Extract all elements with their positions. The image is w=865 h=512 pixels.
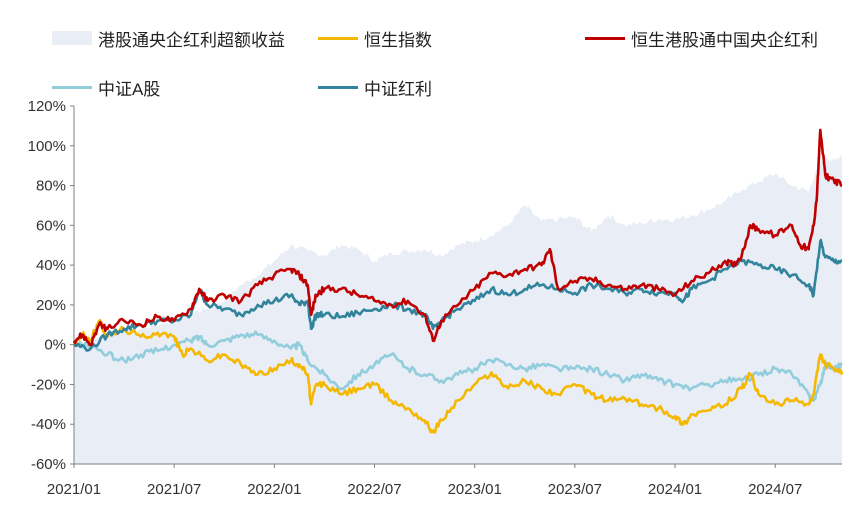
y-tick-label: 100% — [28, 138, 66, 155]
y-tick-label: 0% — [44, 337, 66, 354]
legend-swatch — [318, 36, 358, 40]
legend-swatch — [52, 85, 92, 89]
x-tick-label: 2021/01 — [47, 481, 101, 498]
axes — [70, 105, 842, 468]
legend-label: 港股通央企红利超额收益 — [98, 30, 285, 50]
y-tick-label: 20% — [36, 297, 66, 314]
legend-label: 中证红利 — [364, 79, 432, 99]
x-tick-label: 2022/01 — [247, 481, 301, 498]
x-tick-label: 2023/01 — [448, 481, 502, 498]
y-tick-label: -40% — [31, 416, 66, 433]
y-tick-label: 60% — [36, 217, 66, 234]
legend-item-csi-dividend: 中证红利 — [318, 75, 432, 99]
tick-labels: -60% -40% -20% 0% 20% 40% 60% 80% 100% 120% 2021/0… — [28, 98, 803, 498]
series-line-soe-dividend — [72, 128, 843, 347]
y-tick-label: 40% — [36, 257, 66, 274]
x-tick-label: 2024/07 — [748, 481, 802, 498]
series-line-hsi — [73, 319, 844, 434]
y-tick-label: -20% — [31, 376, 66, 393]
legend-swatch — [318, 85, 358, 89]
x-tick-label: 2022/07 — [347, 481, 401, 498]
legend-item-csi-a-share: 中证A股 — [52, 75, 160, 99]
y-tick-label: -60% — [31, 456, 66, 473]
legend-swatch — [52, 31, 92, 45]
legend-label: 恒生港股通中国央企红利 — [631, 30, 818, 50]
x-tick-label: 2024/01 — [648, 481, 702, 498]
legend-label: 中证A股 — [98, 79, 161, 99]
series-line-csi-a-share — [73, 330, 843, 402]
legend-swatch — [585, 36, 625, 40]
plot-line-series — [72, 128, 844, 434]
x-tick-label: 2023/07 — [548, 481, 602, 498]
legend-label: 恒生指数 — [364, 30, 432, 50]
x-tick-label: 2021/07 — [147, 481, 201, 498]
legend-item-hsi: 恒生指数 — [318, 26, 432, 50]
y-tick-label: 80% — [36, 178, 66, 195]
legend-item-soe-dividend: 恒生港股通中国央企红利 — [585, 26, 818, 50]
y-tick-label: 120% — [28, 98, 66, 115]
legend-item-excess-return: 港股通央企红利超额收益 — [52, 26, 285, 50]
